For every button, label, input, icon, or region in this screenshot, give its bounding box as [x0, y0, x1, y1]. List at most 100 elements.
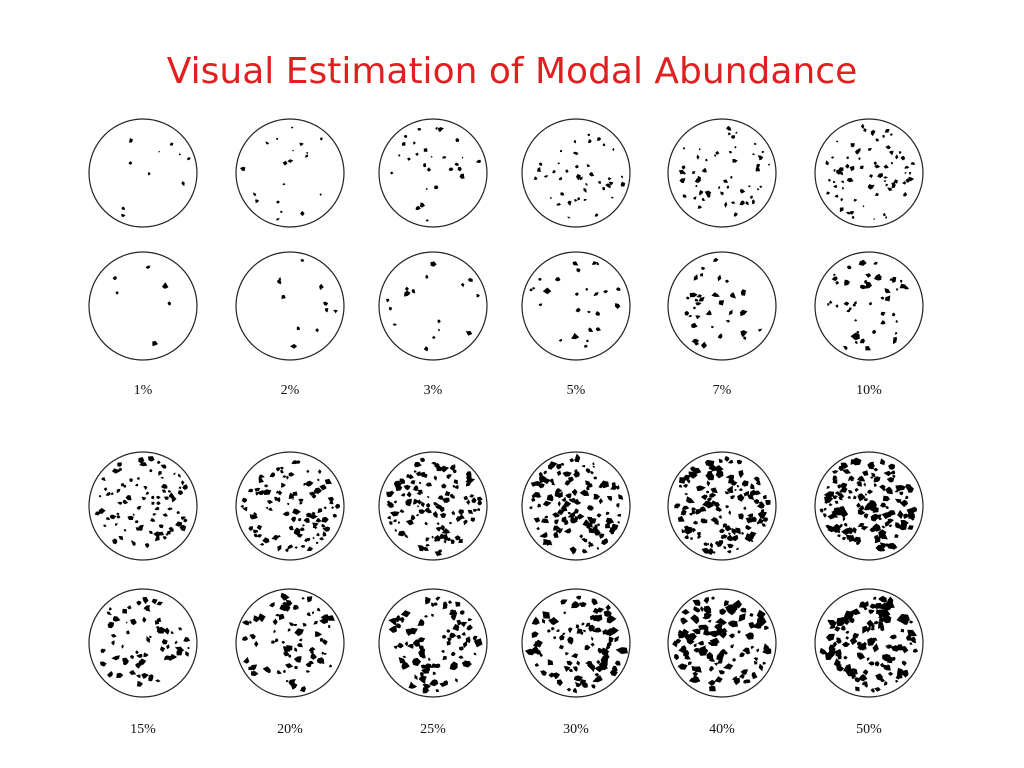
mineral-grain	[292, 623, 298, 627]
mineral-grain	[822, 513, 827, 518]
mineral-grain	[472, 635, 478, 641]
mineral-grain	[256, 524, 262, 531]
mineral-grain	[158, 524, 164, 529]
mineral-grain	[836, 637, 842, 642]
mineral-grain	[262, 537, 270, 544]
mineral-grain	[252, 192, 257, 196]
mineral-grain	[688, 677, 696, 683]
mineral-grain	[450, 495, 456, 499]
mineral-grain	[303, 517, 310, 523]
mineral-grain	[538, 303, 543, 307]
mineral-grain	[135, 527, 141, 531]
mineral-grain	[243, 656, 250, 664]
mineral-grain	[425, 482, 432, 487]
mineral-grain	[857, 480, 862, 487]
mineral-grain	[129, 669, 137, 675]
mineral-grain	[884, 681, 888, 686]
mineral-grain	[606, 496, 613, 502]
mineral-grain	[386, 298, 390, 303]
mineral-grain	[870, 129, 876, 137]
mineral-grain	[709, 665, 715, 672]
mineral-grain	[334, 503, 341, 509]
mineral-grain	[557, 500, 561, 507]
mineral-grain	[592, 607, 599, 615]
mineral-grain	[277, 490, 283, 496]
mineral-grain	[442, 603, 448, 610]
mineral-grain	[828, 300, 833, 304]
mineral-grain	[436, 522, 440, 525]
mineral-grain	[735, 547, 739, 551]
mineral-grain	[728, 633, 735, 639]
mineral-grain	[250, 664, 258, 671]
mineral-grain	[743, 506, 747, 511]
mineral-grain	[450, 614, 456, 621]
mineral-grain	[863, 606, 868, 611]
mineral-grain	[873, 525, 882, 532]
mineral-grain	[176, 510, 181, 515]
mineral-grain	[740, 309, 748, 317]
mineral-grain	[147, 171, 151, 176]
mineral-grain	[598, 498, 604, 505]
mineral-grain	[728, 459, 734, 464]
mineral-grain	[141, 673, 149, 679]
mineral-grain	[164, 627, 170, 635]
mineral-grain	[762, 647, 772, 655]
mineral-grain	[388, 625, 397, 633]
percent-label: 3%	[424, 383, 443, 398]
mineral-grain	[561, 516, 567, 524]
mineral-grain	[886, 477, 895, 483]
mineral-grain	[753, 657, 758, 662]
mineral-grain	[725, 319, 731, 323]
mineral-grain	[850, 332, 860, 341]
mineral-grain	[711, 596, 716, 600]
mineral-grain	[552, 672, 560, 680]
mineral-grain	[299, 501, 303, 505]
mineral-grain	[727, 534, 733, 542]
mineral-grain	[893, 339, 897, 345]
mineral-grain	[419, 672, 425, 676]
mineral-grain	[388, 618, 399, 626]
mineral-grain	[567, 511, 571, 515]
mineral-grain	[456, 619, 462, 626]
mineral-grain	[290, 126, 294, 129]
mineral-grain	[898, 499, 902, 503]
mineral-grain	[732, 658, 736, 662]
mineral-grain	[576, 268, 581, 273]
mineral-grain	[894, 332, 898, 335]
mineral-grain	[299, 142, 304, 147]
mineral-grain	[410, 514, 416, 521]
mineral-grain	[430, 156, 433, 158]
mineral-grain	[406, 644, 414, 649]
mineral-grain	[563, 527, 572, 534]
mineral-grain	[562, 471, 572, 477]
mineral-grain	[684, 310, 690, 316]
mineral-grain	[739, 200, 746, 206]
mineral-grain	[880, 311, 886, 317]
mineral-grain	[599, 533, 605, 539]
mineral-grain	[895, 675, 901, 680]
mineral-grain	[304, 538, 308, 543]
mineral-grain	[875, 544, 883, 552]
mineral-grain	[400, 493, 406, 497]
mineral-grain	[909, 642, 913, 645]
mineral-grain	[591, 261, 598, 265]
mineral-grain	[857, 522, 865, 527]
mineral-grain	[443, 540, 447, 544]
mineral-grain	[878, 516, 883, 521]
mineral-grain	[594, 614, 603, 622]
mineral-grain	[404, 640, 409, 647]
mineral-grain	[868, 301, 872, 306]
mineral-grain	[294, 546, 298, 549]
mineral-grain	[706, 651, 714, 660]
mineral-grain	[475, 159, 481, 164]
mineral-grain	[839, 506, 846, 513]
mineral-grain	[761, 151, 765, 154]
mineral-grain	[437, 319, 441, 324]
mineral-grain	[857, 509, 866, 516]
mineral-grain	[723, 650, 728, 655]
mineral-grain	[257, 534, 263, 538]
mineral-grain	[762, 517, 768, 523]
mineral-grain	[576, 628, 583, 634]
mineral-grain	[863, 601, 869, 608]
mineral-grain	[867, 489, 874, 494]
